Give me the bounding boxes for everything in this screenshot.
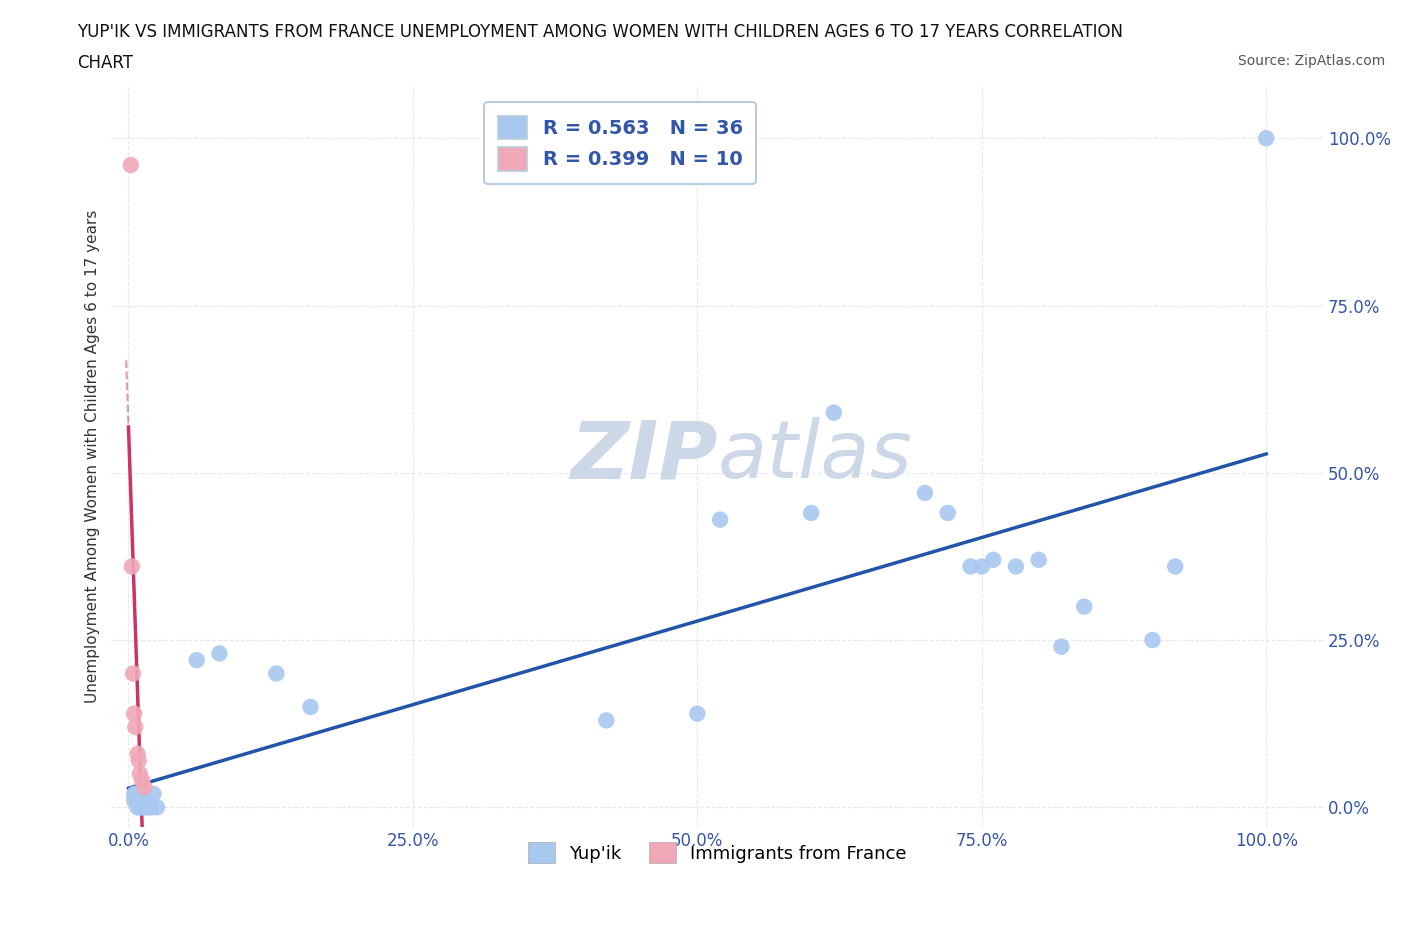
Point	[131, 787, 153, 802]
Point	[127, 800, 149, 815]
Point	[141, 800, 163, 815]
Point	[709, 512, 731, 527]
Point	[122, 706, 145, 721]
Text: Source: ZipAtlas.com: Source: ZipAtlas.com	[1237, 54, 1385, 68]
Text: atlas: atlas	[717, 417, 912, 495]
Point	[1164, 559, 1187, 574]
Point	[936, 506, 959, 521]
Point	[121, 559, 143, 574]
Point	[914, 485, 936, 500]
Point	[959, 559, 981, 574]
Text: CHART: CHART	[77, 54, 134, 72]
Point	[135, 793, 157, 808]
Point	[1073, 599, 1095, 614]
Point	[128, 753, 150, 768]
Point	[131, 773, 153, 788]
Point	[127, 747, 149, 762]
Point	[1028, 552, 1050, 567]
Point	[1256, 131, 1278, 146]
Point	[131, 800, 153, 815]
Point	[981, 552, 1004, 567]
Point	[134, 780, 156, 795]
Point	[146, 800, 169, 815]
Point	[266, 666, 288, 681]
Point	[128, 800, 150, 815]
Point	[128, 766, 150, 781]
Point	[122, 666, 145, 681]
Point	[800, 506, 823, 521]
Point	[1005, 559, 1028, 574]
Y-axis label: Unemployment Among Women with Children Ages 6 to 17 years: Unemployment Among Women with Children A…	[86, 209, 100, 703]
Point	[142, 787, 165, 802]
Point	[1050, 639, 1073, 654]
Legend: Yup'ik, Immigrants from France: Yup'ik, Immigrants from France	[520, 835, 914, 870]
Point	[186, 653, 208, 668]
Text: ZIP: ZIP	[569, 417, 717, 495]
Point	[135, 800, 157, 815]
Point	[970, 559, 993, 574]
Point	[120, 157, 142, 172]
Text: YUP'IK VS IMMIGRANTS FROM FRANCE UNEMPLOYMENT AMONG WOMEN WITH CHILDREN AGES 6 T: YUP'IK VS IMMIGRANTS FROM FRANCE UNEMPLO…	[77, 23, 1123, 41]
Point	[124, 720, 146, 735]
Point	[208, 646, 231, 661]
Point	[299, 699, 322, 714]
Point	[138, 800, 160, 815]
Point	[127, 793, 149, 808]
Point	[595, 713, 617, 728]
Point	[128, 793, 150, 808]
Point	[686, 706, 709, 721]
Point	[125, 787, 148, 802]
Point	[823, 405, 845, 420]
Point	[122, 793, 145, 808]
Point	[122, 787, 145, 802]
Point	[1142, 632, 1164, 647]
